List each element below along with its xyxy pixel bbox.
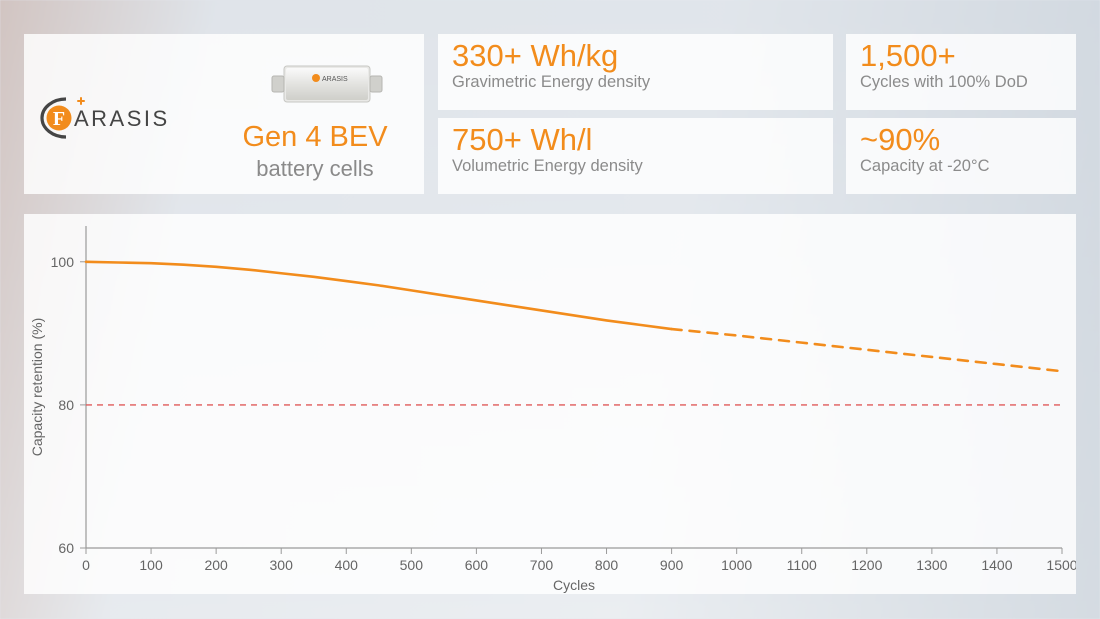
svg-text:300: 300 [270, 557, 294, 573]
svg-text:ARASIS: ARASIS [322, 76, 348, 83]
product-subtitle: battery cells [210, 156, 420, 182]
svg-text:200: 200 [204, 557, 228, 573]
svg-text:Capacity retention (%): Capacity retention (%) [29, 318, 45, 457]
svg-text:1500: 1500 [1046, 557, 1076, 573]
stat-value: 1,500+ [860, 40, 1076, 71]
stat-value: ~90% [860, 124, 1076, 155]
stat-label: Capacity at -20°C [860, 157, 1076, 176]
product-title-block: Gen 4 BEV battery cells [210, 122, 420, 182]
svg-text:1300: 1300 [916, 557, 947, 573]
svg-text:Cycles: Cycles [553, 577, 595, 593]
stat-label: Gravimetric Energy density [452, 73, 833, 92]
svg-text:800: 800 [595, 557, 619, 573]
svg-text:600: 600 [465, 557, 489, 573]
svg-text:60: 60 [58, 540, 74, 556]
svg-text:700: 700 [530, 557, 554, 573]
stat-gravimetric: 330+ Wh/kg Gravimetric Energy density [438, 34, 833, 110]
svg-text:1000: 1000 [721, 557, 752, 573]
brand-panel: F ARASIS ARASIS Gen 4 BEV battery cells [24, 34, 424, 194]
svg-text:1100: 1100 [787, 557, 817, 573]
product-name: Gen 4 BEV [210, 122, 420, 152]
stat-cold: ~90% Capacity at -20°C [846, 118, 1076, 194]
stat-volumetric: 750+ Wh/l Volumetric Energy density [438, 118, 833, 194]
svg-text:100: 100 [139, 557, 163, 573]
farasis-logo: F ARASIS [38, 97, 198, 139]
svg-text:80: 80 [58, 397, 74, 413]
chart-svg: 0 100 200 300 400 500 600 700 800 900 1000 1100 1200… [24, 214, 1076, 594]
stat-label: Cycles with 100% DoD [860, 73, 1076, 92]
svg-text:900: 900 [660, 557, 684, 573]
svg-text:0: 0 [82, 557, 90, 573]
stat-value: 750+ Wh/l [452, 124, 833, 155]
stat-value: 330+ Wh/kg [452, 40, 833, 71]
capacity-retention-chart: 0 100 200 300 400 500 600 700 800 900 1000 1100 1200… [24, 214, 1076, 594]
svg-text:1200: 1200 [851, 557, 882, 573]
stat-label: Volumetric Energy density [452, 157, 833, 176]
svg-text:100: 100 [51, 254, 75, 270]
svg-text:ARASIS: ARASIS [74, 106, 170, 131]
battery-cell-photo: ARASIS [268, 54, 386, 114]
svg-text:1400: 1400 [981, 557, 1012, 573]
svg-text:F: F [53, 108, 65, 130]
svg-text:400: 400 [335, 557, 359, 573]
svg-text:500: 500 [400, 557, 424, 573]
stat-cycles: 1,500+ Cycles with 100% DoD [846, 34, 1076, 110]
